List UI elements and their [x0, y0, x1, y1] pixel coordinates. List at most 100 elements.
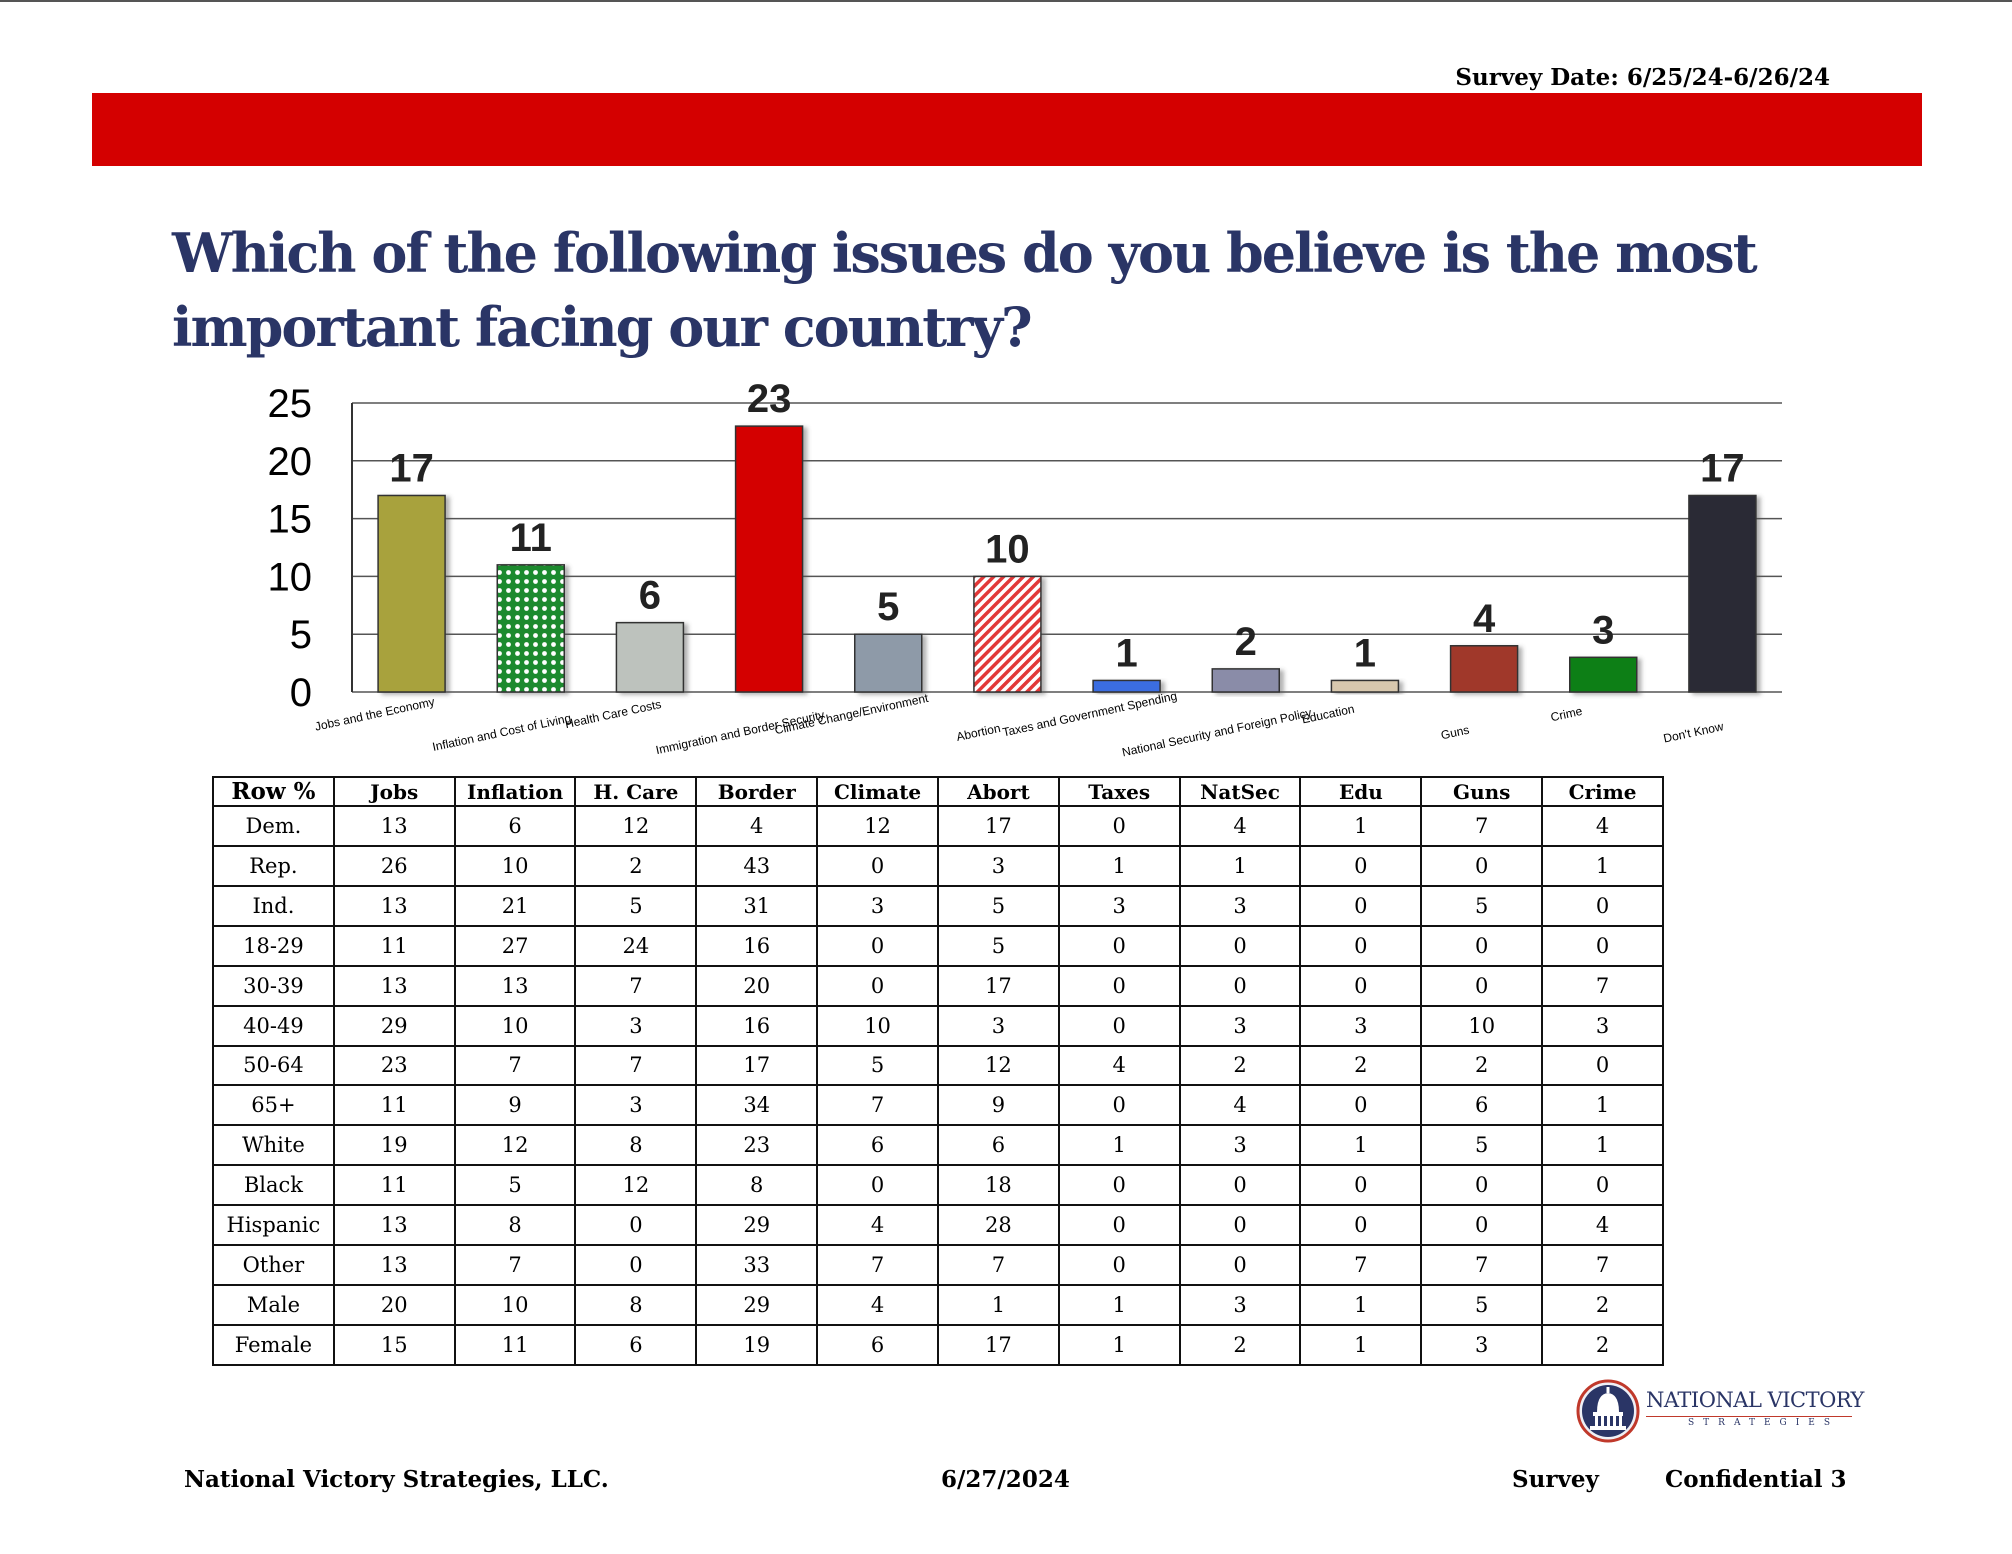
table-cell: 11	[453, 1323, 577, 1367]
table-cell: 6	[816, 1323, 939, 1367]
top-border-line	[0, 0, 2012, 2]
table-cell: 0	[1541, 884, 1664, 927]
table-cell: 7	[1420, 1244, 1544, 1287]
data-label: 10	[985, 527, 1030, 571]
table-cell: 5	[1420, 1124, 1544, 1167]
table-cell: 0	[1299, 964, 1423, 1007]
data-label: 4	[1473, 597, 1496, 641]
table-row: Female 15 11 6 19 6 17 1 2 1 3 2	[212, 1323, 1664, 1367]
table-cell: 3	[936, 1004, 1060, 1047]
table-cell: 2	[1541, 1284, 1664, 1326]
table-row: 40-49 29 10 3 16 10 3 0 3 3 10 3	[212, 1004, 1664, 1047]
table-cell: 6	[816, 1124, 939, 1167]
table-cell: 16	[695, 924, 819, 967]
bar	[973, 575, 1042, 693]
data-label: 2	[1235, 620, 1257, 664]
table-cell: 12	[574, 805, 698, 847]
table-cell: 3	[1057, 884, 1181, 927]
table-cell: 7	[574, 964, 698, 1007]
crosstab-col-header: Abort	[936, 776, 1060, 807]
row-label: 30-39	[212, 964, 335, 1007]
table-cell: 6	[1420, 1084, 1544, 1127]
x-tick-label: National Security and Foreign Policy	[1121, 705, 1313, 759]
table-cell: 18	[936, 1164, 1060, 1207]
table-cell: 0	[1057, 1164, 1181, 1207]
table-cell: 17	[695, 1044, 819, 1087]
crosstab-col-header: Inflation	[453, 776, 577, 807]
table-cell: 3	[1178, 1004, 1302, 1047]
table-cell: 1	[1178, 844, 1302, 887]
table-cell: 0	[574, 1244, 698, 1287]
x-tick-label: Inflation and Cost of Living	[431, 711, 572, 754]
row-label: Ind.	[212, 884, 335, 927]
table-cell: 12	[453, 1124, 577, 1167]
table-cell: 0	[1541, 924, 1664, 967]
table-cell: 3	[1420, 1323, 1544, 1367]
table-cell: 4	[1178, 1084, 1302, 1127]
table-cell: 17	[936, 805, 1060, 847]
table-cell: 17	[936, 1323, 1060, 1367]
row-label: 65+	[212, 1084, 335, 1127]
chart-gridlines	[351, 402, 1782, 693]
table-cell: 7	[574, 1044, 698, 1087]
table-cell: 2	[1541, 1323, 1664, 1367]
crosstab-corner: Row %	[212, 776, 335, 807]
table-cell: 10	[816, 1004, 939, 1047]
bar	[1211, 668, 1280, 693]
row-label: Male	[212, 1284, 335, 1326]
table-cell: 1	[1057, 1124, 1181, 1167]
bar	[1688, 494, 1757, 693]
table-cell: 5	[1420, 1284, 1544, 1326]
y-tick-label: 10	[268, 555, 313, 599]
table-cell: 3	[1178, 1284, 1302, 1326]
x-tick-label: Crime	[1549, 704, 1584, 724]
row-label: White	[212, 1124, 335, 1167]
table-row: 50-64 23 7 7 17 5 12 4 2 2 2 0	[212, 1044, 1664, 1087]
table-cell: 4	[1541, 1204, 1664, 1247]
table-cell: 6	[936, 1124, 1060, 1167]
table-cell: 29	[695, 1284, 819, 1326]
table-cell: 15	[332, 1323, 456, 1367]
data-label: 11	[510, 516, 552, 560]
y-tick-label: 25	[268, 382, 313, 426]
crosstab-col-header: Climate	[816, 776, 939, 807]
table-cell: 28	[936, 1204, 1060, 1247]
row-label: 18-29	[212, 924, 335, 967]
capitol-dome-icon	[1576, 1379, 1640, 1443]
table-cell: 10	[1420, 1004, 1544, 1047]
table-cell: 24	[574, 924, 698, 967]
table-cell: 0	[1299, 1164, 1423, 1207]
table-cell: 1	[1299, 1284, 1423, 1326]
table-cell: 11	[332, 1084, 456, 1127]
bar	[854, 633, 923, 693]
footer-survey: Survey	[1512, 1466, 1599, 1493]
survey-date: Survey Date: 6/25/24-6/26/24	[1455, 64, 1830, 91]
table-row: Rep. 26 10 2 43 0 3 1 1 0 0 1	[212, 844, 1664, 887]
footer-date: 6/27/2024	[941, 1466, 1070, 1493]
table-cell: 2	[1178, 1323, 1302, 1367]
table-cell: 3	[1541, 1004, 1664, 1047]
table-row: 65+ 11 9 3 34 7 9 0 4 0 6 1	[212, 1084, 1664, 1127]
table-cell: 4	[695, 805, 819, 847]
x-tick-label: Taxes and Government Spending	[1001, 689, 1178, 740]
table-cell: 20	[332, 1284, 456, 1326]
table-cell: 5	[936, 924, 1060, 967]
table-cell: 1	[1057, 844, 1181, 887]
table-cell: 0	[1420, 924, 1544, 967]
table-cell: 2	[1178, 1044, 1302, 1087]
table-cell: 0	[574, 1204, 698, 1247]
table-cell: 0	[1057, 1204, 1181, 1247]
table-cell: 0	[1057, 964, 1181, 1007]
row-label: 40-49	[212, 1004, 335, 1047]
crosstab-col-header: Crime	[1541, 776, 1664, 807]
table-cell: 1	[1541, 1124, 1664, 1167]
table-cell: 16	[695, 1004, 819, 1047]
table-cell: 2	[574, 844, 698, 887]
crosstab-col-header: NatSec	[1178, 776, 1302, 807]
crosstab-col-header: Jobs	[332, 776, 456, 807]
row-label: Hispanic	[212, 1204, 335, 1247]
table-cell: 7	[936, 1244, 1060, 1287]
table-cell: 1	[1299, 1124, 1423, 1167]
table-cell: 0	[816, 1164, 939, 1207]
table-cell: 7	[1420, 805, 1544, 847]
